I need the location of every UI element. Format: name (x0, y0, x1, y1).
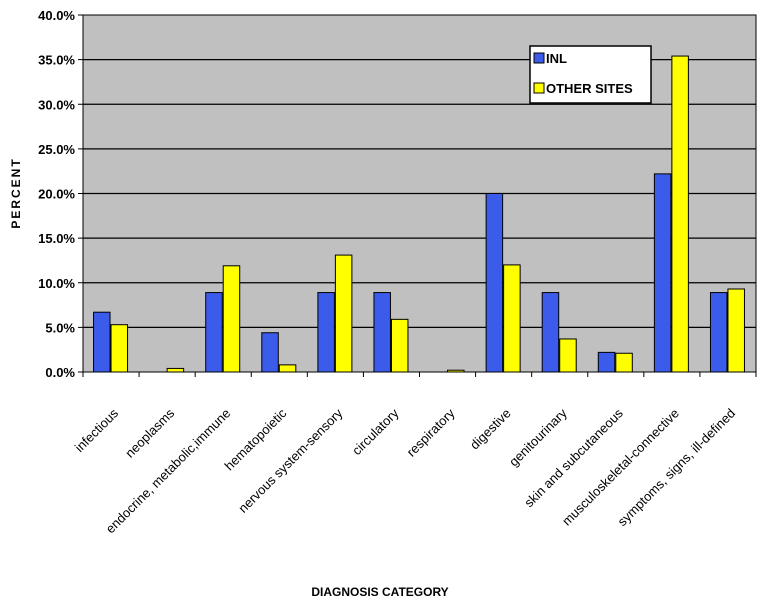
legend-swatch-inl (533, 52, 545, 64)
legend-box (529, 45, 652, 104)
bar-other-sites (671, 55, 689, 373)
y-tick-label: 30.0% (38, 97, 75, 112)
x-category-label: digestive (467, 406, 514, 453)
bar-inl (373, 292, 391, 373)
bar-inl (541, 292, 560, 373)
x-category-label: neoplasms (122, 405, 177, 460)
x-category-label: respiratory (404, 405, 458, 459)
bar-inl (597, 351, 616, 373)
bar-other-sites (727, 288, 745, 373)
bar-other-sites (447, 369, 465, 373)
y-tick-label: 0.0% (45, 365, 75, 380)
y-tick-label: 40.0% (38, 8, 75, 23)
x-category-label: nervous system-sensory (235, 405, 346, 516)
bar-other-sites (334, 254, 353, 373)
bar-other-sites (166, 367, 185, 373)
x-category-label: symptoms, signs, ill-defined (615, 406, 739, 530)
legend-label-inl: INL (546, 51, 567, 66)
bar-inl (317, 292, 335, 373)
bar-other-sites (390, 318, 409, 373)
bar-inl (485, 193, 504, 373)
y-tick-label: 15.0% (38, 231, 75, 246)
bar-inl (261, 332, 279, 373)
y-tick-label: 20.0% (38, 187, 75, 202)
bar-other-sites (503, 264, 521, 373)
y-tick-label: 35.0% (38, 53, 75, 68)
bar-inl (93, 311, 111, 373)
legend-swatch-other-sites (533, 82, 545, 94)
y-tick-label: 25.0% (38, 142, 75, 157)
y-tick-label: 5.0% (45, 320, 75, 335)
x-category-label: infectious (72, 405, 122, 455)
bar-other-sites (110, 324, 129, 373)
bar-inl (653, 173, 672, 373)
x-axis-title: DIAGNOSIS CATEGORY (311, 585, 448, 599)
y-axis-title: PERCENT (9, 157, 23, 228)
x-category-label: circulatory (349, 405, 402, 458)
y-tick-label: 10.0% (38, 276, 75, 291)
legend: INL OTHER SITES (529, 45, 652, 104)
legend-label-other-sites: OTHER SITES (546, 81, 633, 96)
x-category-label: musculoskeletal-connective (559, 406, 682, 529)
y-axis-ticks: 0.0% 5.0% 10.0% 15.0% 20.0% 25.0% 30.0% 35.0% 40… (38, 8, 83, 380)
bar-inl (709, 292, 728, 373)
bar-other-sites (559, 338, 577, 373)
bar-other-sites (278, 364, 297, 373)
bars (93, 55, 745, 373)
x-category-label: skin and subcutaneous (521, 405, 626, 510)
bar-inl (205, 292, 223, 373)
bar-other-sites (222, 265, 241, 373)
bar-other-sites (615, 352, 633, 373)
